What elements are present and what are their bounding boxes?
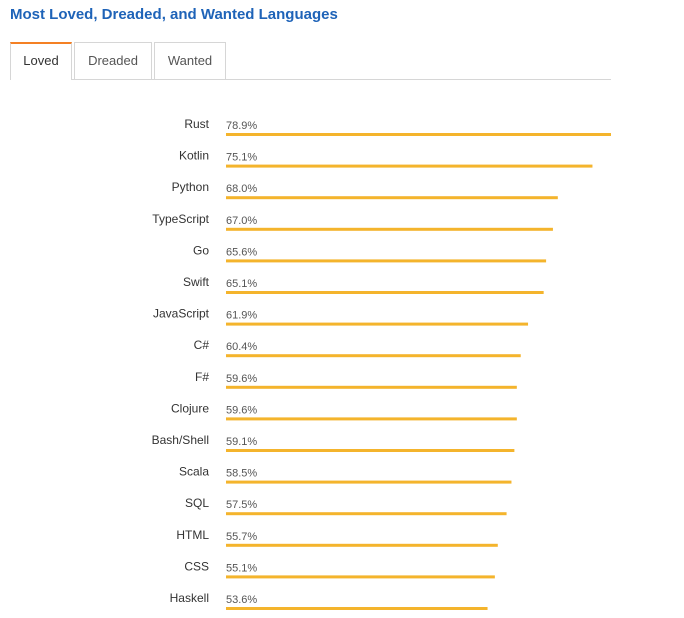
- bar: [226, 543, 498, 547]
- value-label: 67.0%: [226, 215, 257, 227]
- value-label: 55.7%: [226, 531, 257, 543]
- category-label: Kotlin: [179, 149, 209, 163]
- category-label: Go: [193, 243, 209, 257]
- value-label: 53.6%: [226, 594, 257, 606]
- bar: [226, 354, 521, 358]
- value-label: 59.6%: [226, 373, 257, 385]
- value-label: 59.1%: [226, 436, 257, 448]
- category-label: HTML: [176, 528, 209, 542]
- value-label: 58.5%: [226, 468, 257, 480]
- bar: [226, 164, 593, 168]
- tab-loved[interactable]: Loved: [10, 42, 72, 80]
- category-label: TypeScript: [152, 212, 209, 226]
- value-label: 59.6%: [226, 404, 257, 416]
- category-label: C#: [194, 338, 210, 352]
- value-label: 78.9%: [226, 120, 257, 132]
- bar: [226, 417, 517, 421]
- bar: [226, 480, 512, 484]
- category-label: Rust: [184, 117, 209, 131]
- bar: [226, 259, 547, 263]
- value-label: 61.9%: [226, 310, 257, 322]
- category-label: Scala: [179, 465, 209, 479]
- bar: [226, 196, 558, 200]
- tab-dreaded[interactable]: Dreaded: [74, 42, 152, 79]
- bar: [226, 291, 544, 294]
- category-label: CSS: [184, 559, 209, 573]
- bar: [226, 133, 611, 136]
- category-label: F#: [195, 370, 209, 384]
- tab-wanted[interactable]: Wanted: [154, 42, 226, 79]
- value-label: 60.4%: [226, 341, 257, 353]
- bar: [226, 512, 507, 516]
- value-label: 68.0%: [226, 183, 257, 195]
- value-label: 65.1%: [226, 278, 257, 290]
- chart-title: Most Loved, Dreaded, and Wanted Language…: [10, 6, 338, 23]
- category-label: Swift: [183, 275, 210, 289]
- bar: [226, 322, 529, 326]
- category-label: Bash/Shell: [152, 433, 209, 447]
- value-label: 57.5%: [226, 499, 257, 511]
- bar: [226, 575, 495, 579]
- category-label: Clojure: [171, 401, 209, 415]
- value-label: 65.6%: [226, 246, 257, 258]
- value-label: 55.1%: [226, 562, 257, 574]
- category-label: Python: [172, 180, 209, 194]
- category-label: SQL: [185, 496, 209, 510]
- bar: [226, 385, 517, 389]
- category-label: Haskell: [170, 591, 209, 605]
- bar: [226, 449, 515, 452]
- value-label: 75.1%: [226, 152, 257, 164]
- category-label: JavaScript: [153, 307, 210, 321]
- bar: [226, 227, 553, 231]
- tab-bar: Loved Dreaded Wanted: [10, 42, 611, 80]
- bar: [226, 607, 488, 610]
